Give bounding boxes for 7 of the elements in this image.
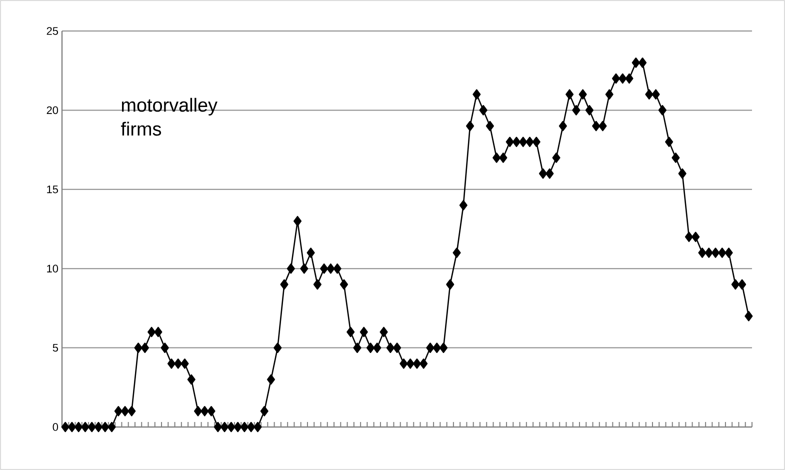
y-tick-label: 5 — [52, 344, 58, 352]
y-tick-label: 15 — [47, 186, 58, 194]
y-tick-label: 0 — [52, 423, 58, 431]
y-tick-label: 20 — [46, 106, 58, 114]
y-tick-label: 25 — [46, 27, 58, 35]
annotation: motorvalley firms — [120, 98, 218, 136]
y-tick-label: 10 — [47, 264, 58, 272]
